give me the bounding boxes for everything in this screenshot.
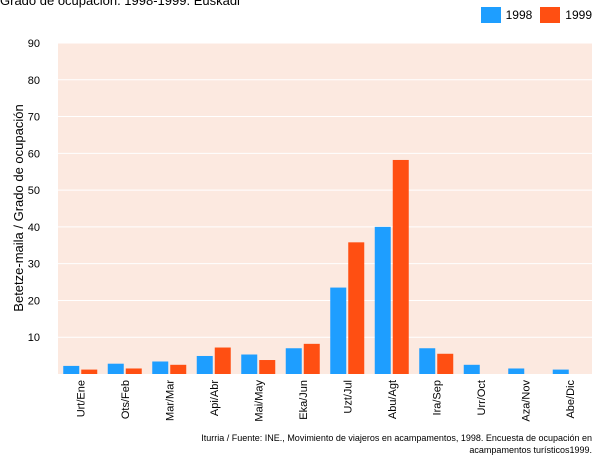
bar-1999 <box>170 364 187 374</box>
bar-1999 <box>259 360 276 374</box>
bar-1998 <box>508 368 525 374</box>
bar-1998 <box>107 363 124 374</box>
bar-1999 <box>392 159 409 374</box>
plot-area <box>58 43 592 374</box>
y-tick-label: 50 <box>28 185 40 197</box>
x-tick-label: Mai/May <box>253 380 265 422</box>
x-tick-label: Urt/Ene <box>75 380 87 417</box>
bar-1999 <box>303 343 320 374</box>
bar-1998 <box>552 369 569 374</box>
y-tick-label: 90 <box>28 38 40 50</box>
legend-item-1999: 1999 <box>540 7 592 23</box>
y-tick-label: 30 <box>28 259 40 271</box>
bar-1999 <box>125 368 142 374</box>
x-tick-label: Abe/Dic <box>565 380 577 419</box>
bar-1998 <box>374 226 391 374</box>
legend-swatch-1998 <box>480 7 501 23</box>
source-note: Iturria / Fuente: INE., Movimiento de vi… <box>72 432 592 456</box>
x-tick-label: Mar/Mar <box>164 380 176 421</box>
bar-1999 <box>214 347 231 374</box>
bar-1998 <box>152 361 169 374</box>
y-tick-label: 10 <box>28 332 40 344</box>
y-tick-label: 70 <box>28 112 40 124</box>
y-tick-label: 80 <box>28 75 40 87</box>
legend-swatch-1999 <box>540 7 561 23</box>
x-tick-label: Abu/Agt <box>387 380 399 419</box>
source-line-2: acampamentos turísticos1999. <box>469 445 592 455</box>
x-tick-label: Eka/Jun <box>298 380 310 420</box>
x-tick-label: Ira/Sep <box>431 380 443 415</box>
y-axis-label: Betetze-maila / Grado de ocupación <box>11 104 26 311</box>
legend-label-1999: 1999 <box>565 8 592 22</box>
y-tick-label: 40 <box>28 222 40 234</box>
bar-1998 <box>285 348 302 374</box>
x-tick-label: Uzt/Jul <box>342 380 354 414</box>
legend-label-1998: 1998 <box>505 8 533 22</box>
x-tick-label: Api/Abr <box>209 380 221 416</box>
bar-1999 <box>348 242 365 374</box>
bar-1998 <box>63 365 80 374</box>
bar-1998 <box>196 355 213 374</box>
x-tick-label: Aza/Nov <box>520 380 532 422</box>
bar-1998 <box>241 354 258 374</box>
legend-item-1998: 1998 <box>480 7 533 23</box>
bar-1998 <box>419 348 436 374</box>
x-tick-label: Urr/Oct <box>476 380 488 415</box>
bar-1998 <box>330 287 347 374</box>
bar-1999 <box>437 353 454 374</box>
legend: 1998 1999 <box>473 7 592 23</box>
x-tick-label: Ots/Feb <box>120 380 132 419</box>
y-tick-label: 20 <box>28 295 40 307</box>
chart-title: Grado de ocupación. 1998-1999. Euskadi <box>0 0 240 8</box>
bar-1999 <box>81 369 98 374</box>
source-line-1: Iturria / Fuente: INE., Movimiento de vi… <box>201 433 592 443</box>
bar-1998 <box>463 364 480 374</box>
y-tick-label: 60 <box>28 148 40 160</box>
